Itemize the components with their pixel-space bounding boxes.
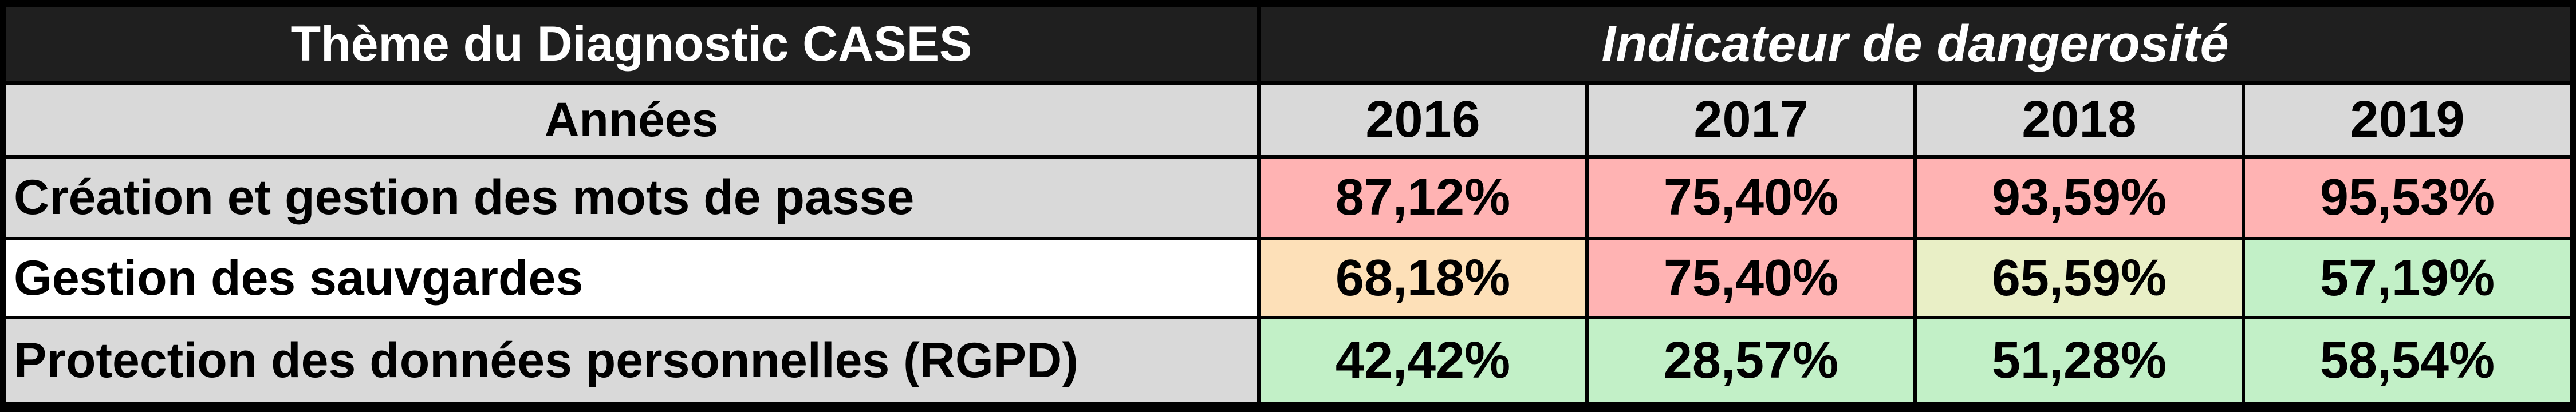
year-2016: 2016 — [1261, 85, 1585, 155]
row-label-passwords: Création et gestion des mots de passe — [6, 159, 1257, 237]
row-label-gdpr: Protection des données personnelles (RGP… — [6, 319, 1257, 402]
table-cell: 87,12% — [1261, 159, 1585, 237]
table-cell: 51,28% — [1917, 319, 2242, 402]
year-2018: 2018 — [1917, 85, 2242, 155]
table-cell: 95,53% — [2245, 159, 2570, 237]
table-cell: 93,59% — [1917, 159, 2242, 237]
table-cell: 28,57% — [1589, 319, 1913, 402]
table-cell: 68,18% — [1261, 240, 1585, 316]
year-2019: 2019 — [2245, 85, 2570, 155]
table-cell: 75,40% — [1589, 240, 1913, 316]
years-label: Années — [6, 85, 1257, 155]
table-cell: 65,59% — [1917, 240, 2242, 316]
year-2017: 2017 — [1589, 85, 1913, 155]
indicator-header: Indicateur de dangerosité — [1261, 7, 2570, 81]
danger-indicator-table: Thème du Diagnostic CASES Indicateur de … — [6, 7, 2570, 405]
table-cell: 57,19% — [2245, 240, 2570, 316]
table-cell: 75,40% — [1589, 159, 1913, 237]
table-cell: 58,54% — [2245, 319, 2570, 402]
row-label-backups: Gestion des sauvgardes — [6, 240, 1257, 316]
theme-header: Thème du Diagnostic CASES — [6, 7, 1257, 81]
table-cell: 42,42% — [1261, 319, 1585, 402]
